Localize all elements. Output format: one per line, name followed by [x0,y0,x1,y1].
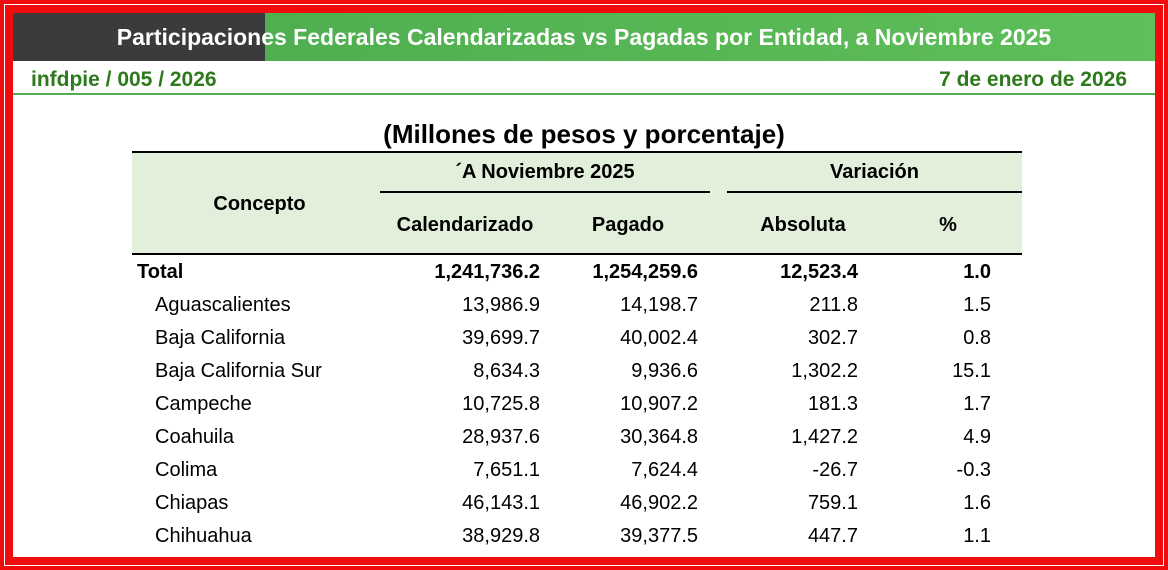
column-header: % [939,214,957,236]
cell: 28,937.6 [462,426,540,448]
cell: 1,427.2 [791,426,858,448]
cell: 9,936.6 [631,360,698,382]
cell: -26.7 [812,459,858,481]
title: Participaciones Federales Calendarizadas… [116,24,1052,50]
row-label: Campeche [155,393,252,415]
rule [132,253,1022,255]
frame-line [4,4,1164,566]
cell: 302.7 [807,327,858,349]
cell: 1.1 [963,525,991,547]
row-label: Coahuila [155,426,234,448]
row-label: Total [137,261,184,283]
row-label: Aguascalientes [155,294,291,316]
cell: 10,907.2 [620,393,698,415]
cell: 1,254,259.6 [592,261,698,283]
column-header: Calendarizado [396,214,534,236]
code: infdpie / 005 / 2026 [31,68,217,91]
cell: 1,302.2 [791,360,858,382]
group-header: ´A Noviembre 2025 [455,161,635,183]
title-bar [13,13,1155,61]
row-label: Baja California [155,327,286,349]
date: 7 de enero de 2026 [939,68,1127,91]
column-header: Absoluta [760,214,846,236]
row-label: Chihuahua [155,525,252,547]
cell: 447.7 [807,525,858,547]
column-header: Pagado [591,214,665,236]
group-header: Variación [830,161,919,183]
cell: 1.0 [963,261,991,283]
row-label: Baja California Sur [155,360,322,382]
cell: 39,699.7 [462,327,540,349]
cell: 1,241,736.2 [434,261,540,283]
cell: 8,634.3 [473,360,540,382]
cell: 39,377.5 [620,525,698,547]
row-label: Chiapas [155,492,229,514]
cell: 30,364.8 [620,426,698,448]
cell: 38,929.8 [462,525,540,547]
cell: 12,523.4 [780,261,858,283]
cell: 14,198.7 [620,294,698,316]
rule [13,93,1155,95]
cell: 759.1 [807,492,858,514]
cell: 13,986.9 [462,294,540,316]
cell: 0.8 [963,327,991,349]
cell: 181.3 [807,393,858,415]
cell: 211.8 [809,294,858,316]
row-label: Colima [155,459,218,481]
cell: 1.6 [963,492,991,514]
rule [380,191,710,193]
cell: 4.9 [963,426,991,448]
cell: 15.1 [952,360,991,382]
subtitle: (Millones de pesos y porcentaje) [383,119,785,149]
cell: 46,143.1 [462,492,540,514]
header-bg [132,152,1022,254]
concept-header: Concepto [213,193,306,215]
cell: 1.5 [963,294,991,316]
cell: 40,002.4 [620,327,698,349]
rule [132,151,1022,153]
rule [727,191,1022,193]
cell: 46,902.2 [620,492,698,514]
cell: 1.7 [963,393,991,415]
cell: 10,725.8 [462,393,540,415]
cell: 7,651.1 [473,459,540,481]
cell: 7,624.4 [631,459,698,481]
cell: -0.3 [956,459,991,481]
content: Participaciones Federales Calendarizadas… [13,13,1155,557]
